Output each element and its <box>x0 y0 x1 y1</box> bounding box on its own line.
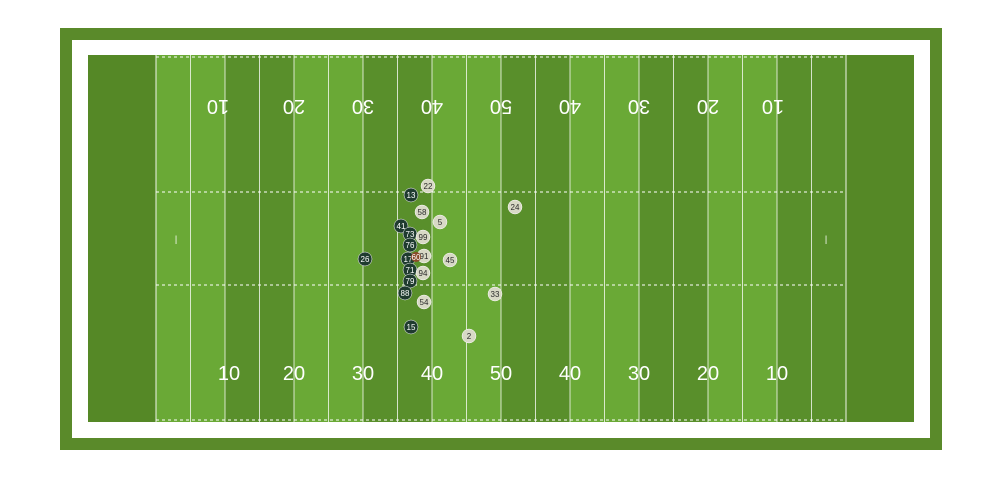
player-light[interactable]: 99 <box>415 229 431 245</box>
field-stripe <box>639 55 674 422</box>
field-stripe <box>811 55 847 422</box>
player-dark[interactable]: 13 <box>403 187 419 203</box>
field-stripe <box>777 55 812 422</box>
player-light[interactable]: 24 <box>507 199 523 215</box>
field-stripe <box>432 55 467 422</box>
player-number: 2 <box>467 332 472 341</box>
player-light[interactable]: 22 <box>420 178 436 194</box>
player-number: 99 <box>419 233 428 242</box>
yard-number-top: 20 <box>283 95 305 117</box>
player-light[interactable]: 2 <box>461 328 477 344</box>
yard-number-bottom: 50 <box>490 363 512 385</box>
yard-number-bottom: 10 <box>218 363 240 385</box>
player-number: 33 <box>491 290 500 299</box>
player-light[interactable]: 94 <box>415 265 431 281</box>
player-number: 71 <box>406 266 415 275</box>
yard-number-top: 30 <box>628 95 650 117</box>
player-number: 76 <box>406 241 415 250</box>
left-hash-mark: | <box>175 234 177 244</box>
player-dark[interactable]: 26 <box>357 251 373 267</box>
field-stripe <box>604 55 640 422</box>
field-stripe <box>156 55 191 422</box>
field-stripe <box>708 55 743 422</box>
yard-number-top: 30 <box>352 95 374 117</box>
yard-number-bottom: 30 <box>352 363 374 385</box>
player-dark[interactable]: 15 <box>403 319 419 335</box>
field-stripe <box>294 55 329 422</box>
yard-number-bottom: 40 <box>559 363 581 385</box>
player-number: 73 <box>406 230 415 239</box>
yard-number-top: 50 <box>490 95 512 117</box>
yard-number-bottom: 30 <box>628 363 650 385</box>
team-dark-players: 13 41 73 76 17 71 79 88 26 15 <box>357 187 419 335</box>
field-stripe <box>190 55 226 422</box>
field-stripe <box>501 55 536 422</box>
field-stripes <box>156 55 847 422</box>
player-number: 24 <box>511 203 520 212</box>
yard-numbers-bottom: 10 20 30 40 50 40 30 20 10 <box>218 363 788 385</box>
yard-number-top: 10 <box>207 95 229 117</box>
team-light-players: 22 58 5 99 91 94 45 54 33 24 2 <box>414 178 523 344</box>
player-light[interactable]: 45 <box>442 252 458 268</box>
yard-number-top: 20 <box>697 95 719 117</box>
player-light[interactable]: 54 <box>416 294 432 310</box>
player-number: 91 <box>420 252 429 261</box>
field-stripe <box>328 55 364 422</box>
field-stripe <box>466 55 502 422</box>
player-number: 26 <box>361 255 370 264</box>
field-stripe <box>259 55 295 422</box>
yard-number-top: 40 <box>559 95 581 117</box>
field-stripe <box>225 55 260 422</box>
field-stripe <box>570 55 605 422</box>
player-light[interactable]: 5 <box>432 214 448 230</box>
ball-marker[interactable]: 60 <box>411 252 421 262</box>
field-stripe <box>742 55 778 422</box>
player-number: 94 <box>419 269 428 278</box>
player-number: 17 <box>404 255 413 264</box>
player-light[interactable]: 58 <box>414 204 430 220</box>
player-number: 58 <box>418 208 427 217</box>
yard-number-top: 40 <box>421 95 443 117</box>
yard-numbers-top: 10 20 30 40 50 40 30 20 10 <box>207 95 784 117</box>
player-number: 13 <box>407 191 416 200</box>
player-number: 45 <box>446 256 455 265</box>
yard-number-bottom: 20 <box>697 363 719 385</box>
yard-number-top: 10 <box>762 95 784 117</box>
field-stripe <box>673 55 709 422</box>
player-light[interactable]: 33 <box>487 286 503 302</box>
player-number: 88 <box>401 289 410 298</box>
yard-number-bottom: 40 <box>421 363 443 385</box>
player-number: 5 <box>438 218 443 227</box>
yard-lines <box>155 55 847 422</box>
right-endzone <box>846 55 914 422</box>
yard-number-bottom: 20 <box>283 363 305 385</box>
field-stripe <box>363 55 398 422</box>
player-light[interactable]: 91 <box>416 248 432 264</box>
player-number: 22 <box>424 182 433 191</box>
yard-number-bottom: 10 <box>766 363 788 385</box>
player-number: 54 <box>420 298 429 307</box>
ball-label: 60 <box>412 253 421 262</box>
right-hash-mark: | <box>825 234 827 244</box>
player-dark[interactable]: 88 <box>397 285 413 301</box>
player-number: 79 <box>406 277 415 286</box>
player-dark[interactable]: 76 <box>402 237 418 253</box>
player-number: 15 <box>407 323 416 332</box>
left-endzone <box>88 55 156 422</box>
field-stripe <box>535 55 571 422</box>
player-number: 41 <box>397 222 406 231</box>
